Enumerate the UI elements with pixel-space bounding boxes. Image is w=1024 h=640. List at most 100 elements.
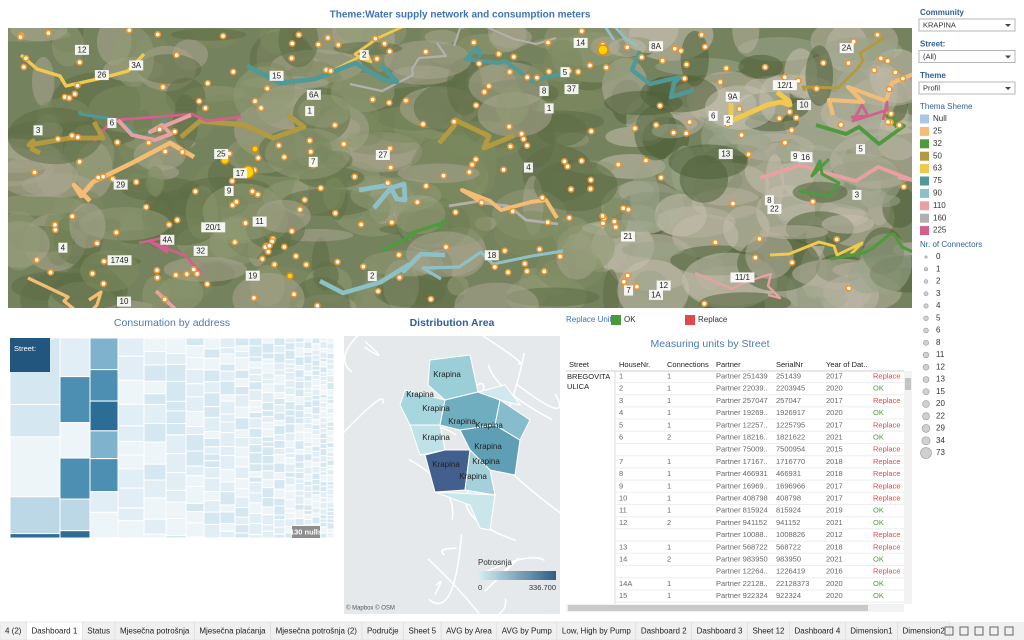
pipe bbox=[801, 36, 885, 92]
treemap-tile bbox=[319, 508, 328, 516]
treemap-tile bbox=[273, 398, 286, 406]
treemap-tile bbox=[248, 444, 263, 454]
treemap-tile bbox=[261, 530, 275, 539]
tab-nav-icon[interactable] bbox=[974, 626, 984, 636]
meter bbox=[384, 179, 392, 187]
treemap-tile bbox=[203, 491, 221, 502]
legend-label: 8 bbox=[936, 338, 941, 347]
dropdown[interactable] bbox=[918, 50, 1016, 63]
meter bbox=[54, 135, 62, 143]
meter bbox=[505, 123, 513, 131]
treemap-tile bbox=[165, 518, 187, 536]
tab-nav-icon[interactable] bbox=[944, 626, 954, 636]
table-cell: OK bbox=[873, 408, 884, 417]
treemap-tile bbox=[294, 396, 305, 406]
pipe bbox=[437, 117, 516, 151]
treemap-tile bbox=[284, 457, 296, 465]
scrollbar[interactable] bbox=[904, 371, 912, 604]
meter bbox=[113, 138, 121, 146]
treemap-tile bbox=[273, 412, 286, 421]
treemap-tile bbox=[303, 370, 313, 377]
meter bbox=[190, 265, 198, 273]
treemap-tile bbox=[261, 487, 275, 499]
table-cell: 2021 bbox=[826, 432, 843, 441]
map-road bbox=[484, 557, 520, 592]
meter bbox=[371, 35, 379, 43]
treemap-tile bbox=[319, 417, 328, 424]
treemap-tile bbox=[165, 489, 187, 503]
scroll-thumb[interactable] bbox=[905, 378, 911, 390]
treemap-tile bbox=[303, 375, 313, 382]
meter bbox=[809, 198, 817, 206]
treemap-tile bbox=[59, 376, 91, 424]
legend-swatch bbox=[920, 114, 929, 124]
dropdown-arrow bbox=[1005, 87, 1011, 90]
meter bbox=[567, 185, 575, 193]
table-cell: 4 bbox=[619, 408, 623, 417]
h-scroll-thumb[interactable] bbox=[568, 605, 868, 611]
table-cell: 1 bbox=[619, 371, 623, 380]
map-label: 3A bbox=[131, 61, 141, 70]
treemap-tile bbox=[185, 337, 205, 347]
treemap-tile bbox=[326, 389, 335, 397]
column-header: SerialNr bbox=[776, 360, 804, 369]
treemap-tile bbox=[234, 466, 250, 480]
treemap-tile bbox=[248, 427, 263, 439]
tab-label: Dashboard 4 bbox=[794, 627, 840, 636]
map-label: 37 bbox=[567, 85, 576, 94]
treemap-tile bbox=[294, 440, 305, 450]
treemap-tile bbox=[294, 356, 305, 366]
terrain bbox=[745, 231, 794, 279]
treemap-tile bbox=[311, 516, 321, 525]
meter bbox=[786, 108, 794, 116]
treemap-tile bbox=[273, 383, 286, 394]
map-label: 26 bbox=[97, 71, 106, 80]
table-cell: 1 bbox=[667, 457, 671, 466]
treemap-tile bbox=[284, 463, 296, 473]
treemap-tile bbox=[234, 456, 250, 468]
meter bbox=[619, 204, 627, 212]
dropdown[interactable] bbox=[918, 81, 1016, 95]
column-header: Street bbox=[569, 360, 590, 369]
treemap-tile bbox=[248, 476, 263, 483]
tab[interactable] bbox=[897, 621, 951, 640]
map-label: 8 bbox=[542, 87, 547, 96]
pipe bbox=[850, 100, 889, 123]
treemap-tile bbox=[219, 363, 236, 372]
dropdown[interactable] bbox=[918, 18, 1016, 32]
tab-nav-icon[interactable] bbox=[1004, 626, 1014, 636]
table-cell: 2018 bbox=[826, 469, 843, 478]
treemap-tile bbox=[326, 515, 335, 520]
treemap-tile bbox=[203, 357, 221, 371]
treemap-tile bbox=[219, 455, 236, 470]
map-label: 9 bbox=[793, 152, 798, 161]
map-label: 4 bbox=[526, 163, 531, 172]
treemap-tile bbox=[326, 421, 335, 428]
meter bbox=[388, 219, 396, 226]
meter bbox=[682, 129, 690, 137]
meter bbox=[472, 155, 480, 163]
treemap-tile bbox=[219, 370, 236, 382]
legend-swatch bbox=[920, 139, 929, 149]
treemap-tile bbox=[319, 466, 328, 473]
treemap-tile bbox=[284, 337, 296, 344]
treemap-tile bbox=[261, 372, 275, 380]
treemap-tile bbox=[319, 501, 328, 510]
region-label: Krapina bbox=[448, 417, 476, 426]
nulls-badge[interactable] bbox=[292, 526, 320, 538]
treemap-tile bbox=[261, 422, 275, 430]
meter bbox=[813, 85, 820, 92]
tab-nav-icon[interactable] bbox=[959, 626, 969, 636]
terrain bbox=[533, 159, 618, 212]
treemap-tile bbox=[326, 342, 335, 350]
meter bbox=[173, 51, 180, 59]
treemap-tile bbox=[303, 416, 313, 425]
map-label: 10 bbox=[800, 101, 809, 110]
meter bbox=[251, 97, 259, 105]
meter bbox=[670, 129, 677, 137]
legend-swatch bbox=[920, 164, 929, 174]
treemap-tile bbox=[248, 381, 263, 391]
treemap-tile bbox=[234, 385, 250, 396]
tab-nav-icon[interactable] bbox=[989, 626, 999, 636]
treemap-tile bbox=[273, 526, 286, 535]
